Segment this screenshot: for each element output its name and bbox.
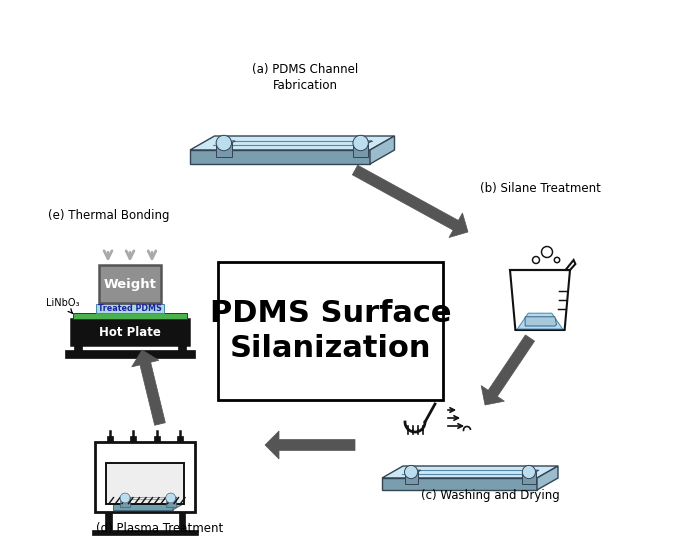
Bar: [178, 345, 186, 351]
Text: Weight: Weight: [103, 278, 156, 291]
Text: (e) Thermal Bonding: (e) Thermal Bonding: [48, 209, 169, 222]
Text: (c) Washing and Drying: (c) Washing and Drying: [421, 489, 560, 502]
Bar: [92, 530, 198, 535]
Text: PDMS Surface
Silanization: PDMS Surface Silanization: [210, 299, 451, 363]
Bar: [107, 436, 113, 442]
Bar: [71, 319, 189, 345]
Polygon shape: [522, 472, 536, 484]
Bar: [179, 512, 185, 530]
Bar: [96, 304, 164, 313]
Circle shape: [405, 465, 418, 479]
Polygon shape: [166, 498, 175, 507]
Polygon shape: [537, 466, 558, 490]
Polygon shape: [216, 141, 235, 143]
Circle shape: [120, 493, 130, 503]
Polygon shape: [517, 313, 562, 329]
Polygon shape: [113, 501, 173, 510]
Polygon shape: [352, 165, 468, 237]
Polygon shape: [382, 466, 558, 478]
Polygon shape: [566, 260, 575, 270]
Circle shape: [522, 465, 536, 479]
Bar: [105, 512, 112, 530]
Bar: [95, 442, 195, 512]
Bar: [73, 313, 187, 319]
Polygon shape: [190, 150, 370, 164]
Bar: [218, 262, 443, 400]
Polygon shape: [120, 497, 132, 498]
Polygon shape: [405, 470, 421, 472]
Polygon shape: [382, 478, 537, 490]
Text: Hot Plate: Hot Plate: [99, 325, 161, 338]
Polygon shape: [265, 431, 355, 459]
Polygon shape: [522, 470, 538, 472]
Bar: [177, 436, 183, 442]
Text: LiNbO₃: LiNbO₃: [46, 298, 79, 313]
Text: Treated PDMS: Treated PDMS: [98, 304, 162, 312]
Polygon shape: [525, 317, 556, 326]
Bar: [65, 350, 195, 358]
Bar: [106, 463, 184, 503]
Circle shape: [166, 493, 175, 503]
Bar: [99, 265, 161, 304]
Polygon shape: [190, 136, 395, 150]
Polygon shape: [353, 141, 372, 143]
Text: (b) Silane Treatment: (b) Silane Treatment: [479, 182, 601, 195]
Polygon shape: [353, 143, 369, 157]
Circle shape: [216, 136, 232, 151]
Text: (a) PDMS Channel
Fabrication: (a) PDMS Channel Fabrication: [252, 63, 358, 92]
Polygon shape: [481, 335, 534, 405]
Polygon shape: [173, 495, 183, 510]
Polygon shape: [113, 495, 183, 501]
Polygon shape: [120, 498, 130, 507]
Polygon shape: [510, 270, 570, 330]
Polygon shape: [370, 136, 395, 164]
Polygon shape: [166, 497, 177, 498]
Polygon shape: [216, 143, 232, 157]
Circle shape: [353, 136, 369, 151]
Bar: [130, 436, 136, 442]
Bar: [153, 436, 160, 442]
Bar: [74, 345, 82, 351]
Text: (d) Plasma Treatment: (d) Plasma Treatment: [97, 522, 223, 535]
Polygon shape: [132, 350, 165, 425]
Polygon shape: [405, 472, 418, 484]
